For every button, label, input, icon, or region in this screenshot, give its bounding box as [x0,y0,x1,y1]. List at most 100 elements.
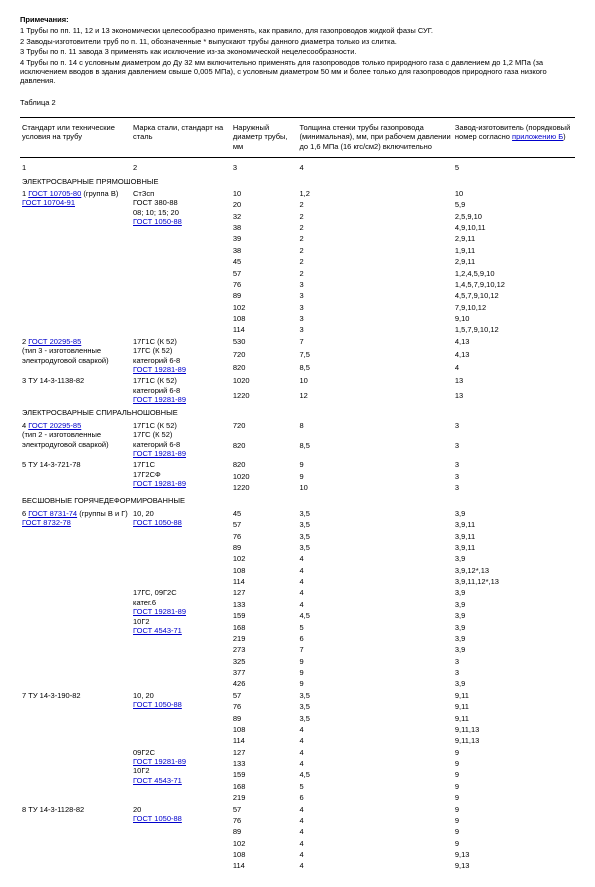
cell-diameter: 57 [231,519,298,530]
cell-diameter: 127 [231,587,298,598]
cell-plant: 9,13 [453,860,575,871]
cell-diameter: 1020 [231,471,298,482]
cell-plant: 9,11 [453,701,575,712]
col-header: Стандарт или технические условия на труб… [20,122,131,155]
standard-link[interactable]: ГОСТ 19281-89 [133,449,186,458]
table-row: 3 ТУ 14-3-1138-8217Г1С (К 52)категорий 6… [20,375,575,390]
standard-link[interactable]: ГОСТ 1050-88 [133,518,182,527]
standard-link[interactable]: ГОСТ 4543-71 [133,626,182,635]
cell-thickness: 10 [297,375,452,390]
standard-link[interactable]: ГОСТ 8731-74 [28,509,77,518]
cell-plant: 9 [453,758,575,769]
cell-diameter: 89 [231,290,298,301]
cell-plant: 3,9 [453,610,575,621]
standard-link[interactable]: ГОСТ 19281-89 [133,607,186,616]
cell-plant: 3,9 [453,599,575,610]
cell-thickness: 4 [297,860,452,871]
cell-diameter: 530 [231,336,298,349]
cell-plant: 3,9 [453,633,575,644]
cell-thickness: 9 [297,471,452,482]
cell-diameter: 133 [231,758,298,769]
cell-plant: 3,9,11 [453,519,575,530]
cell-thickness: 3,5 [297,701,452,712]
table-row: 17ГС, 09Г2Скатег.6ГОСТ 19281-8910Г2ГОСТ … [20,587,575,598]
cell-diameter: 127 [231,747,298,758]
cell-diameter: 76 [231,531,298,542]
section-title: ЭЛЕКТРОСВАРНЫЕ ПРЯМОШОВНЫЕ [20,174,575,188]
cell-thickness: 2 [297,199,452,210]
standard-link[interactable]: ГОСТ 10705-80 [28,189,81,198]
cell-thickness: 3 [297,279,452,290]
section-title: ЭЛЕКТРОСВАРНЫЕ СПИРАЛЬНОШОВНЫЕ [20,405,575,419]
cell-plant: 1,5,7,9,10,12 [453,324,575,335]
standard-link[interactable]: ГОСТ 19281-89 [133,365,186,374]
note-line: 2 Заводы-изготовители труб по п. 11, обо… [20,37,575,46]
cell-thickness: 4 [297,587,452,598]
cell-diameter: 20 [231,199,298,210]
standard-link[interactable]: ГОСТ 1050-88 [133,217,182,226]
cell-diameter: 102 [231,838,298,849]
cell-diameter: 219 [231,792,298,803]
table-row: 7 ТУ 14-3-190-8210, 20ГОСТ 1050-88573,59… [20,690,575,701]
cell-plant: 9,10 [453,313,575,324]
cell-plant: 9,11 [453,690,575,701]
standard-link[interactable]: ГОСТ 10704-91 [22,198,75,207]
col-header: Завод-изготовитель (порядковый номер сог… [453,122,575,155]
standard-link[interactable]: ГОСТ 20295-85 [28,421,81,430]
cell-thickness: 2 [297,233,452,244]
cell-diameter: 32 [231,211,298,222]
cell-diameter: 10 [231,188,298,199]
col-num: 1 [20,162,131,173]
cell-plant: 9 [453,838,575,849]
standard-link[interactable]: ГОСТ 1050-88 [133,814,182,823]
cell-diameter: 108 [231,565,298,576]
standard-link[interactable]: ГОСТ 19281-89 [133,757,186,766]
cell-plant: 3,9,11 [453,531,575,542]
cell-thickness: 8,5 [297,440,452,460]
cell-diameter: 38 [231,222,298,233]
cell-thickness: 4 [297,565,452,576]
standard-link[interactable]: ГОСТ 1050-88 [133,700,182,709]
cell-thickness: 4,5 [297,610,452,621]
cell-diameter: 114 [231,860,298,871]
cell-standard: 5 ТУ 14-3-721-78 [20,459,131,493]
cell-plant: 3,9 [453,622,575,633]
table-caption: Таблица 2 [20,98,575,107]
cell-diameter: 377 [231,667,298,678]
cell-thickness: 7 [297,644,452,655]
cell-thickness: 6 [297,792,452,803]
cell-plant: 3 [453,482,575,493]
cell-diameter: 820 [231,440,298,460]
cell-plant: 9 [453,826,575,837]
cell-standard [20,587,131,689]
standard-link[interactable]: ГОСТ 20295-85 [28,337,81,346]
cell-plant: 9,11,13 [453,735,575,746]
cell-plant: 3 [453,667,575,678]
cell-plant: 5,9 [453,199,575,210]
cell-steel: 09Г2СГОСТ 19281-8910Г2ГОСТ 4543-71 [131,747,231,804]
cell-diameter: 108 [231,849,298,860]
standard-link[interactable]: ГОСТ 8732-78 [22,518,71,527]
cell-thickness: 2 [297,256,452,267]
standard-link[interactable]: ГОСТ 19281-89 [133,479,186,488]
cell-thickness: 2 [297,245,452,256]
cell-plant: 4,9,10,11 [453,222,575,233]
cell-diameter: 114 [231,576,298,587]
cell-diameter: 89 [231,542,298,553]
cell-thickness: 12 [297,390,452,405]
cell-thickness: 4 [297,838,452,849]
cell-thickness: 4 [297,849,452,860]
cell-diameter: 57 [231,804,298,815]
standard-link[interactable]: ГОСТ 4543-71 [133,776,182,785]
cell-thickness: 3,5 [297,713,452,724]
cell-plant: 9 [453,781,575,792]
cell-thickness: 4 [297,826,452,837]
cell-thickness: 3,5 [297,519,452,530]
note-line: 1 Трубы по пп. 11, 12 и 13 экономически … [20,26,575,35]
cell-thickness: 4 [297,599,452,610]
table-body: ЭЛЕКТРОСВАРНЫЕ ПРЯМОШОВНЫЕ1 ГОСТ 10705-8… [20,174,575,872]
cell-thickness: 2 [297,222,452,233]
cell-diameter: 426 [231,678,298,689]
appendix-link[interactable]: приложению Б [512,132,563,141]
standard-link[interactable]: ГОСТ 19281-89 [133,395,186,404]
